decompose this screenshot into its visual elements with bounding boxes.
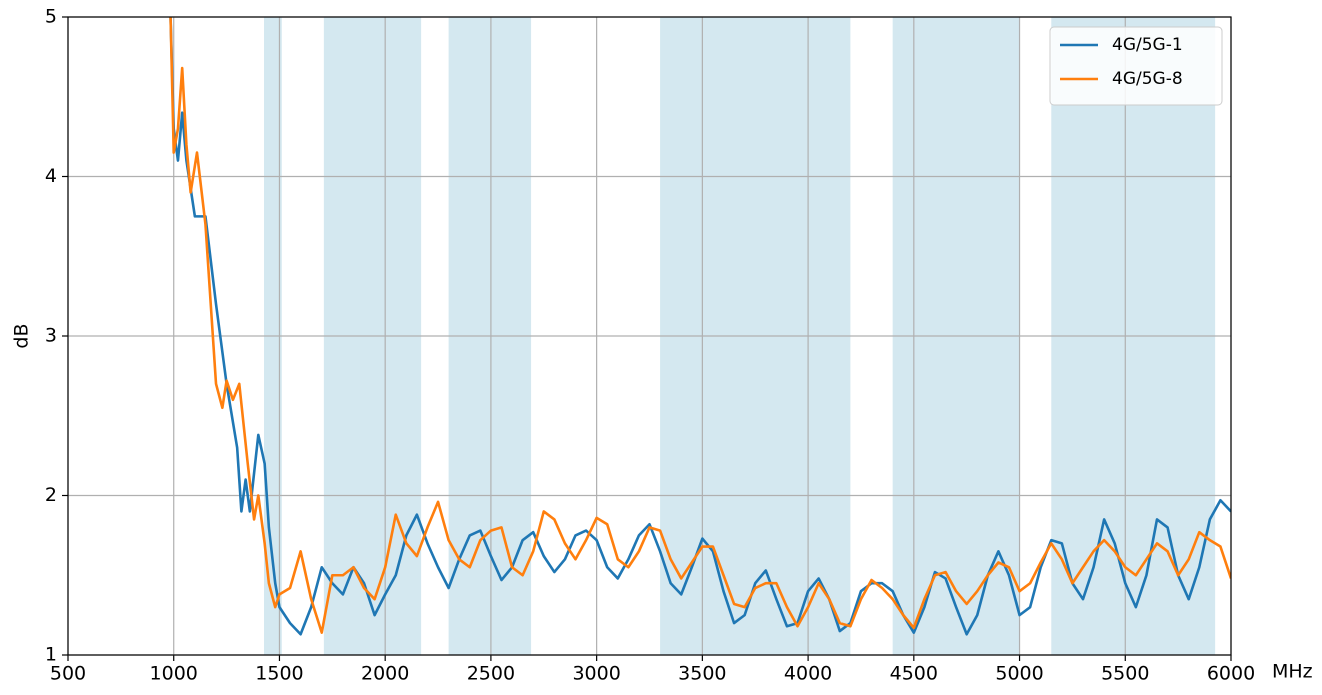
plot-area xyxy=(169,17,1231,636)
y-tick-label: 2 xyxy=(45,484,57,506)
y-tick-label: 1 xyxy=(45,644,57,666)
x-tick-label: 1500 xyxy=(255,663,303,685)
y-tick-label: 3 xyxy=(45,325,57,347)
y-tick-label: 4 xyxy=(45,165,57,187)
legend-box xyxy=(1049,26,1223,106)
plot-frame xyxy=(67,16,1232,656)
x-axis-label: MHz xyxy=(1272,661,1313,683)
legend-label: 4G/5G-8 xyxy=(1112,69,1183,89)
x-tick-label: 5000 xyxy=(995,663,1043,685)
x-tick-label: 500 xyxy=(50,663,86,685)
y-tick-label: 5 xyxy=(45,6,57,28)
x-tick-label: 4500 xyxy=(890,663,938,685)
x-tick-label: 1000 xyxy=(150,663,198,685)
series-line xyxy=(169,17,1231,634)
x-tick-label: 6000 xyxy=(1207,663,1255,685)
x-tick-label: 2500 xyxy=(467,663,515,685)
x-tick-label: 5500 xyxy=(1101,663,1149,685)
x-tick-label: 3000 xyxy=(572,663,620,685)
x-tick-label: 4000 xyxy=(784,663,832,685)
x-tick-label: 3500 xyxy=(678,663,726,685)
legend-label: 4G/5G-1 xyxy=(1112,35,1183,55)
y-axis-label: dB xyxy=(11,323,33,348)
series-line xyxy=(169,17,1231,636)
x-tick-label: 2000 xyxy=(361,663,409,685)
